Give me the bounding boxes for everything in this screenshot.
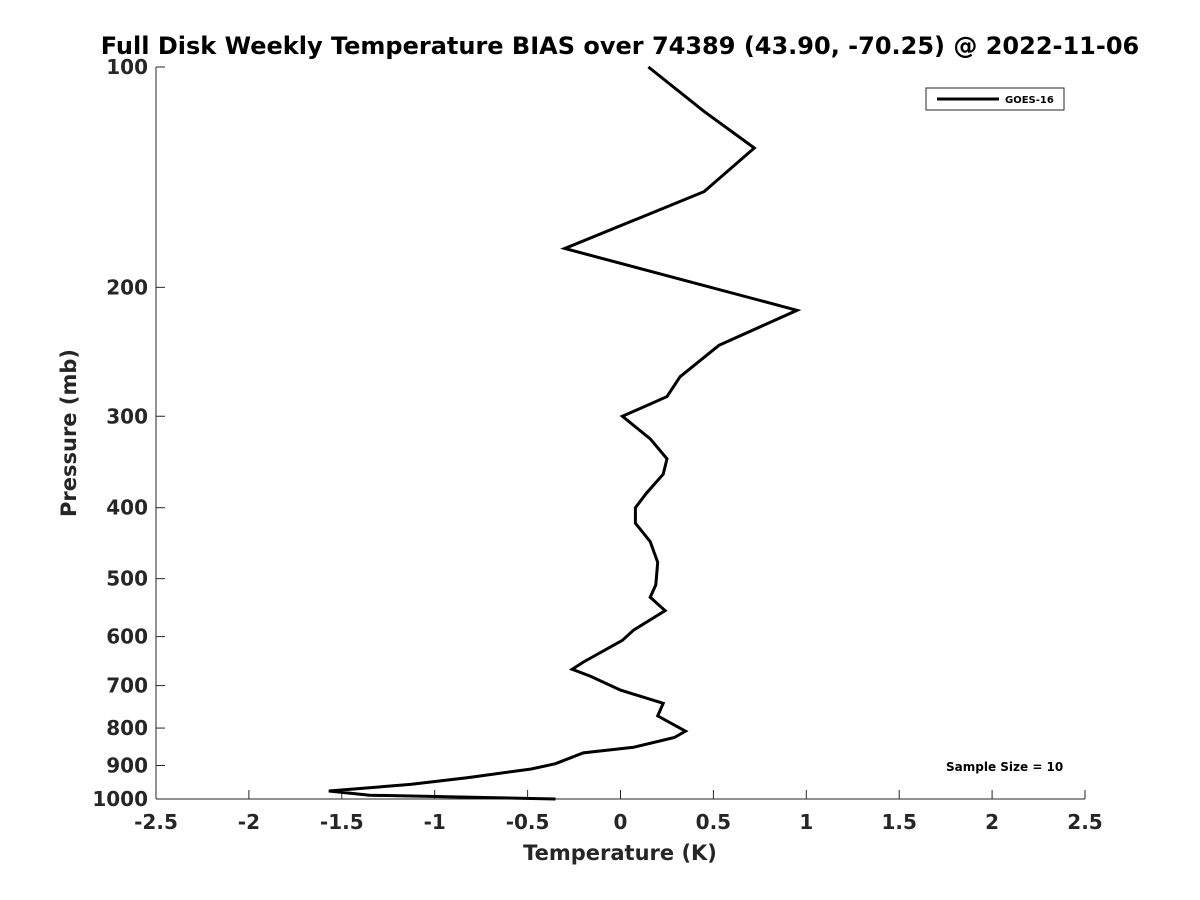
y-tick-label: 400 bbox=[106, 496, 148, 520]
x-tick-label: -2.5 bbox=[134, 810, 178, 834]
y-tick-label: 500 bbox=[106, 567, 148, 591]
series-layer bbox=[328, 65, 802, 801]
y-tick-label: 300 bbox=[106, 404, 148, 428]
y-tick-label: 600 bbox=[106, 625, 148, 649]
x-tick-label: 1 bbox=[799, 810, 813, 834]
x-tick-label: 0 bbox=[614, 810, 628, 834]
legend: GOES-16 bbox=[925, 87, 1065, 111]
legend-label-goes-16: GOES-16 bbox=[1005, 95, 1054, 106]
y-axis: 100 200 300 400 500 600 700 800 900 1000 bbox=[92, 55, 165, 811]
x-tick-label: -0.5 bbox=[506, 810, 550, 834]
x-tick-label: -1 bbox=[424, 810, 446, 834]
plot-area bbox=[156, 67, 1085, 799]
x-tick-label: -1.5 bbox=[320, 810, 364, 834]
y-tick-label: 200 bbox=[106, 275, 148, 299]
x-axis-label: Temperature (K) bbox=[523, 841, 717, 865]
y-tick-label: 900 bbox=[106, 754, 148, 778]
x-tick-label: 1.5 bbox=[881, 810, 916, 834]
y-tick-label: 700 bbox=[106, 674, 148, 698]
y-tick-label: 100 bbox=[106, 55, 148, 79]
x-tick-label: 0.5 bbox=[696, 810, 731, 834]
x-axis: -2.5 -2 -1.5 -1 -0.5 0 0.5 1 1.5 2 2.5 bbox=[134, 790, 1103, 834]
series-line-goes-16 bbox=[328, 65, 802, 801]
x-tick-label: 2 bbox=[985, 810, 999, 834]
x-tick-label: -2 bbox=[238, 810, 260, 834]
y-tick-label: 1000 bbox=[92, 787, 148, 811]
y-tick-label: 800 bbox=[106, 716, 148, 740]
sample-size-annotation: Sample Size = 10 bbox=[946, 760, 1063, 774]
chart-title: Full Disk Weekly Temperature BIAS over 7… bbox=[101, 32, 1140, 60]
x-tick-label: 2.5 bbox=[1067, 810, 1102, 834]
y-axis-label: Pressure (mb) bbox=[57, 349, 81, 517]
